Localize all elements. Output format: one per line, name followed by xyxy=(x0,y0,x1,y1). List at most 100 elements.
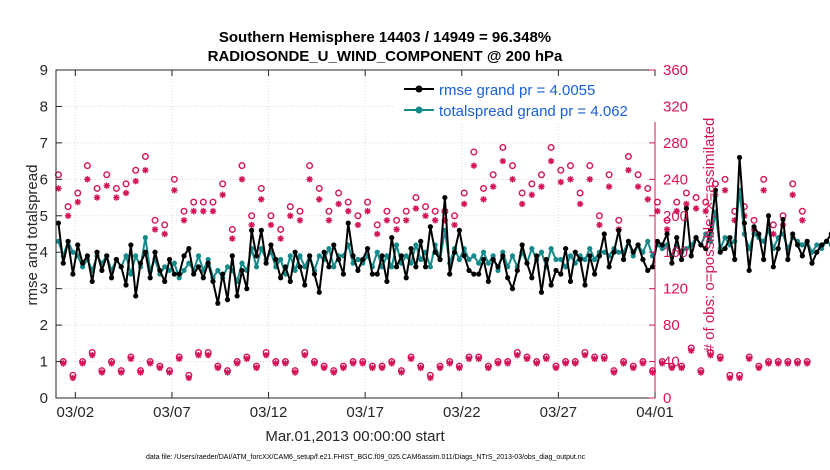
assimilated-point xyxy=(272,360,279,367)
assimilated-point xyxy=(774,360,782,367)
assimilated-point xyxy=(253,364,260,372)
assimilated-point xyxy=(770,230,777,238)
rmse-point xyxy=(698,242,704,248)
possible-point xyxy=(209,198,217,206)
rmse-point xyxy=(75,242,81,248)
possible-point xyxy=(354,212,362,220)
assimilated-point xyxy=(69,374,77,382)
assimilated-point xyxy=(803,360,811,367)
possible-point xyxy=(692,194,700,202)
rmse-point xyxy=(693,235,699,241)
legend-box xyxy=(394,76,656,122)
rmse-point xyxy=(505,275,511,281)
possible-point xyxy=(634,171,642,179)
rmse-point xyxy=(302,282,308,288)
y-axis-label: rmse and totalspread xyxy=(24,165,41,306)
assimilated-point xyxy=(108,360,115,367)
totalspread-point xyxy=(302,264,308,270)
rmse-point xyxy=(263,260,269,266)
possible-point xyxy=(615,216,623,224)
rmse-point xyxy=(756,231,762,237)
possible-point xyxy=(248,212,256,220)
assimilated-point xyxy=(267,221,275,229)
possible-point xyxy=(190,198,198,206)
totalspread-point xyxy=(799,242,805,248)
possible-point xyxy=(673,198,681,206)
y2-tick-label: 240 xyxy=(663,171,688,188)
totalspread-point xyxy=(582,256,588,263)
assimilated-point xyxy=(427,374,434,382)
rmse-point xyxy=(596,253,603,259)
rmse-point xyxy=(316,289,322,295)
totalspread-point xyxy=(133,253,139,259)
assimilated-point xyxy=(122,189,130,197)
y2-tick-label: 160 xyxy=(663,244,688,261)
possible-point xyxy=(219,180,227,188)
totalspread-point xyxy=(630,253,636,259)
assimilated-point xyxy=(630,364,637,372)
totalspread-point xyxy=(326,245,332,252)
assimilated-point xyxy=(470,162,478,169)
possible-point xyxy=(595,212,603,220)
assimilated-point xyxy=(287,212,294,219)
rmse-point xyxy=(335,256,342,263)
rmse-point xyxy=(104,253,110,259)
assimilated-point xyxy=(354,221,362,229)
rmse-point xyxy=(297,264,303,270)
y2-tick-label: 40 xyxy=(663,354,680,371)
rmse-point xyxy=(741,220,747,226)
rmse-point xyxy=(292,249,298,255)
possible-point xyxy=(547,143,555,151)
assimilated-point xyxy=(180,217,188,224)
rmse-point xyxy=(611,249,617,255)
rmse-point xyxy=(99,267,105,274)
assimilated-point xyxy=(151,226,159,233)
assimilated-point xyxy=(494,360,502,367)
assimilated-point xyxy=(692,205,700,212)
y-tick-label: 2 xyxy=(40,317,48,334)
assimilated-point xyxy=(572,360,579,367)
totalspread-point xyxy=(601,249,607,255)
assimilated-point xyxy=(475,355,482,363)
assimilated-point xyxy=(118,369,125,376)
plot-background xyxy=(56,70,655,398)
assimilated-point xyxy=(441,217,449,224)
totalspread-point xyxy=(162,264,168,270)
x-tick-label: 03/17 xyxy=(346,404,384,421)
rmse-point xyxy=(785,256,791,263)
assimilated-point xyxy=(663,226,671,233)
possible-point xyxy=(112,184,120,192)
rmse-point xyxy=(157,267,163,274)
assimilated-point xyxy=(316,196,323,203)
totalspread-point xyxy=(553,256,559,263)
rmse-point xyxy=(355,267,361,274)
y2-tick-label: 120 xyxy=(663,281,688,298)
rmse-point xyxy=(625,238,632,244)
possible-point xyxy=(315,184,323,192)
assimilated-point xyxy=(596,221,603,229)
rmse-point xyxy=(640,256,646,263)
rmse-point xyxy=(369,271,376,277)
totalspread-point xyxy=(297,253,303,259)
totalspread-point xyxy=(393,242,400,248)
rmse-point xyxy=(268,242,274,248)
rmse-point xyxy=(819,242,825,248)
possible-point xyxy=(750,216,758,224)
legend-rmse-label: rmse grand pr = 4.0055 xyxy=(439,82,595,99)
assimilated-point xyxy=(523,355,531,363)
rmse-point xyxy=(234,293,240,299)
assimilated-point xyxy=(209,208,217,215)
totalspread-point xyxy=(287,253,293,259)
totalspread-point xyxy=(707,238,714,244)
assimilated-point xyxy=(238,176,246,183)
assimilated-point xyxy=(625,167,632,174)
totalspread-point xyxy=(466,256,472,263)
possible-point xyxy=(161,221,169,229)
totalspread-point xyxy=(224,264,231,270)
assimilated-point xyxy=(605,183,613,190)
rmse-point xyxy=(418,238,424,244)
assimilated-point xyxy=(55,185,62,192)
assimilated-point xyxy=(393,226,400,233)
assimilated-point xyxy=(296,217,304,224)
assimilated-point xyxy=(485,364,492,372)
